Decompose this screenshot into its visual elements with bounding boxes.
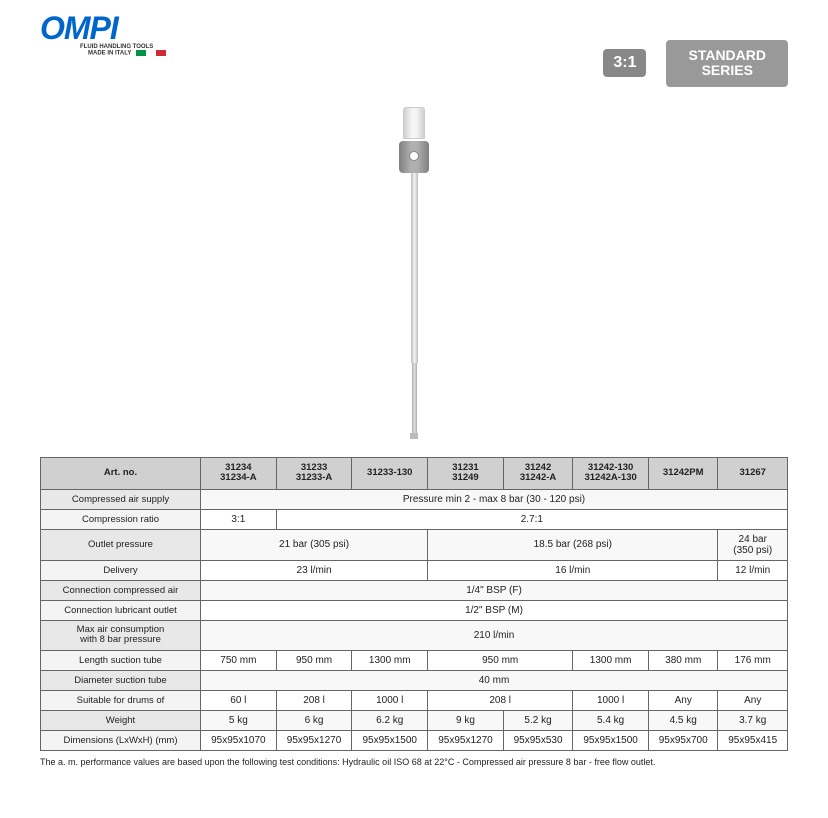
row-label: Delivery — [41, 560, 201, 580]
header-row: Art. no. 3123431234-A 3123331233-A 31233… — [41, 457, 788, 489]
cell: 4.5 kg — [648, 710, 717, 730]
table-row: Delivery 23 l/min 16 l/min 12 l/min — [41, 560, 788, 580]
row-label: Outlet pressure — [41, 529, 201, 560]
footnote: The a. m. performance values are based u… — [40, 757, 788, 767]
table-row: Suitable for drums of 60 l 208 l 1000 l … — [41, 690, 788, 710]
row-label: Compressed air supply — [41, 489, 201, 509]
table-row: Compression ratio 3:1 2.7:1 — [41, 509, 788, 529]
col-6: 31242-13031242A-130 — [573, 457, 649, 489]
col-label: Art. no. — [41, 457, 201, 489]
italy-flag-icon — [136, 50, 166, 56]
pump-head-icon — [403, 107, 425, 139]
table-row: Weight 5 kg 6 kg 6.2 kg 9 kg 5.2 kg 5.4 … — [41, 710, 788, 730]
cell: 3.7 kg — [718, 710, 788, 730]
cell: Any — [648, 690, 717, 710]
cell: 95x95x1270 — [276, 730, 352, 750]
ratio-badge: 3:1 — [603, 49, 646, 77]
cell: 208 l — [276, 690, 352, 710]
table-row: Outlet pressure 21 bar (305 psi) 18.5 ba… — [41, 529, 788, 560]
col-4: 3123131249 — [428, 457, 504, 489]
pump-tube-thin-icon — [412, 363, 417, 433]
col-2: 3123331233-A — [276, 457, 352, 489]
cell: 5.4 kg — [573, 710, 649, 730]
cell: 176 mm — [718, 650, 788, 670]
row-label: Diameter suction tube — [41, 670, 201, 690]
cell: 1000 l — [573, 690, 649, 710]
pump-illustration — [399, 107, 429, 439]
cell: Any — [718, 690, 788, 710]
col-7: 31242PM — [648, 457, 717, 489]
cell: 750 mm — [201, 650, 277, 670]
cell: 1/2" BSP (M) — [201, 600, 788, 620]
cell: 1300 mm — [573, 650, 649, 670]
cell: 208 l — [428, 690, 573, 710]
row-label: Length suction tube — [41, 650, 201, 670]
cell: 380 mm — [648, 650, 717, 670]
table-row: Dimensions (LxWxH) (mm) 95x95x1070 95x95… — [41, 730, 788, 750]
cell: 21 bar (305 psi) — [201, 529, 428, 560]
product-image-area — [40, 102, 788, 442]
cell: 12 l/min — [718, 560, 788, 580]
table-row: Diameter suction tube 40 mm — [41, 670, 788, 690]
table-row: Max air consumptionwith 8 bar pressure 2… — [41, 620, 788, 650]
logo: OMPI FLUID HANDLING TOOLS MADE IN ITALY — [40, 10, 166, 57]
cell: 60 l — [201, 690, 277, 710]
table-row: Connection compressed air 1/4" BSP (F) — [41, 580, 788, 600]
logo-tagline-2: MADE IN ITALY — [88, 50, 166, 57]
cell: 40 mm — [201, 670, 788, 690]
cell: 95x95x1270 — [428, 730, 504, 750]
col-3: 31233-130 — [352, 457, 428, 489]
series-badge: STANDARD SERIES — [666, 40, 788, 87]
cell: 5 kg — [201, 710, 277, 730]
row-label: Weight — [41, 710, 201, 730]
table-row: Connection lubricant outlet 1/2" BSP (M) — [41, 600, 788, 620]
cell: 2.7:1 — [276, 509, 787, 529]
cell: 24 bar(350 psi) — [718, 529, 788, 560]
cell: 95x95x530 — [503, 730, 572, 750]
cell: 5.2 kg — [503, 710, 572, 730]
page: OMPI FLUID HANDLING TOOLS MADE IN ITALY … — [0, 0, 828, 787]
cell: 16 l/min — [428, 560, 718, 580]
cell: 950 mm — [276, 650, 352, 670]
col-1: 3123431234-A — [201, 457, 277, 489]
cell: 9 kg — [428, 710, 504, 730]
cell: 95x95x1500 — [352, 730, 428, 750]
cell: 18.5 bar (268 psi) — [428, 529, 718, 560]
col-8: 31267 — [718, 457, 788, 489]
table-row: Length suction tube 750 mm 950 mm 1300 m… — [41, 650, 788, 670]
table-row: Compressed air supply Pressure min 2 - m… — [41, 489, 788, 509]
row-label: Dimensions (LxWxH) (mm) — [41, 730, 201, 750]
cell: Pressure min 2 - max 8 bar (30 - 120 psi… — [201, 489, 788, 509]
row-label: Max air consumptionwith 8 bar pressure — [41, 620, 201, 650]
pump-tube-icon — [411, 173, 418, 363]
cell: 95x95x415 — [718, 730, 788, 750]
series-line-2: SERIES — [688, 63, 766, 78]
badge-group: 3:1 STANDARD SERIES — [603, 10, 788, 87]
row-label: Connection lubricant outlet — [41, 600, 201, 620]
col-5: 3124231242-A — [503, 457, 572, 489]
cell: 210 l/min — [201, 620, 788, 650]
cell: 1000 l — [352, 690, 428, 710]
row-label: Suitable for drums of — [41, 690, 201, 710]
row-label: Compression ratio — [41, 509, 201, 529]
row-label: Connection compressed air — [41, 580, 201, 600]
cell: 950 mm — [428, 650, 573, 670]
cell: 3:1 — [201, 509, 277, 529]
cell: 6.2 kg — [352, 710, 428, 730]
cell: 95x95x1500 — [573, 730, 649, 750]
pump-body-icon — [399, 141, 429, 173]
cell: 6 kg — [276, 710, 352, 730]
spec-table: Art. no. 3123431234-A 3123331233-A 31233… — [40, 457, 788, 751]
cell: 95x95x1070 — [201, 730, 277, 750]
cell: 1/4" BSP (F) — [201, 580, 788, 600]
pump-tip-icon — [410, 433, 418, 439]
logo-text: OMPI — [40, 10, 166, 47]
cell: 1300 mm — [352, 650, 428, 670]
pump-dial-icon — [409, 151, 419, 161]
cell: 95x95x700 — [648, 730, 717, 750]
header: OMPI FLUID HANDLING TOOLS MADE IN ITALY … — [40, 10, 788, 87]
cell: 23 l/min — [201, 560, 428, 580]
series-line-1: STANDARD — [688, 48, 766, 63]
